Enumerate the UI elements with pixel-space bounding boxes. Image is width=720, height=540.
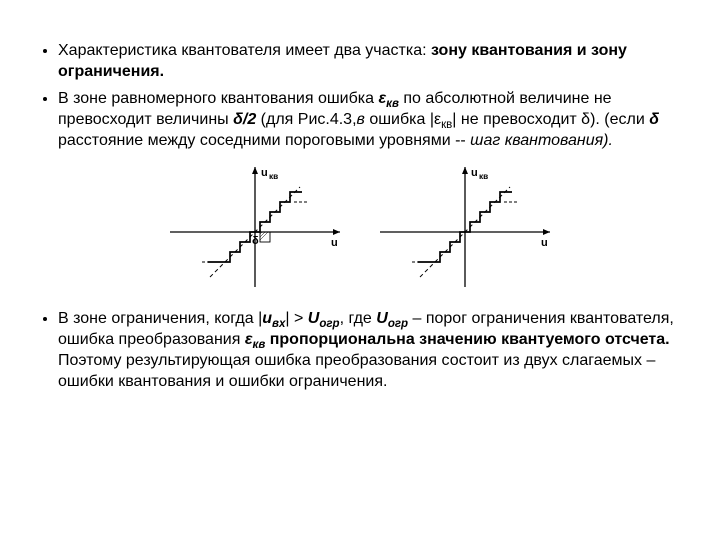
bullet-1: Характеристика квантователя имеет два уч… [58, 40, 690, 82]
text: (для Рис.4.3, [256, 111, 356, 128]
text: , где [340, 310, 377, 327]
svg-text:кв: кв [479, 172, 488, 181]
svg-text:u: u [331, 237, 338, 249]
svg-text:δ: δ [252, 235, 259, 247]
U-ogr-sub: огр [319, 318, 339, 330]
bullet-list-2: В зоне ограничения, когда |uвх| > Uогр, … [30, 308, 690, 392]
bullet-2: В зоне равномерного квантования ошибка ε… [58, 88, 690, 151]
epsilon-sub: кв [386, 98, 399, 110]
U-ogr2-sub: огр [388, 318, 408, 330]
u-in: u [262, 310, 272, 327]
delta-bold: δ [649, 111, 659, 128]
svg-text:u: u [541, 237, 548, 249]
U-ogr2: U [376, 310, 388, 327]
svg-text:кв: кв [269, 172, 278, 181]
svg-text:u: u [261, 167, 268, 179]
figure-row: uквuδ uквu [30, 162, 690, 292]
step-term: шаг квантования). [470, 132, 613, 149]
text: Поэтому результирующая ошибка преобразов… [58, 352, 655, 390]
text: | не превосходит δ). (если [452, 111, 649, 128]
epsilon-sub: кв [441, 120, 452, 132]
text: | > [285, 310, 307, 327]
text: расстояние между соседними пороговыми ур… [58, 132, 470, 149]
bullet-3: В зоне ограничения, когда |uвх| > Uогр, … [58, 308, 690, 392]
U-ogr: U [308, 310, 320, 327]
slide-content: Характеристика квантователя имеет два уч… [0, 0, 720, 418]
delta-half: δ/2 [233, 111, 256, 128]
text: В зоне ограничения, когда | [58, 310, 262, 327]
fig-ref: в [357, 111, 365, 128]
bullet-list: Характеристика квантователя имеет два уч… [30, 40, 690, 152]
u-in-sub: вх [272, 318, 285, 330]
text: ошибка |ε [365, 111, 441, 128]
epsilon: ε [378, 90, 386, 107]
eps-kv-sub: кв [252, 339, 265, 351]
quantizer-figure-right: uквu [375, 162, 555, 292]
text: В зоне равномерного квантования ошибка [58, 90, 378, 107]
bold-tail: пропорциональна значению квантуемого отс… [265, 331, 669, 348]
text: Характеристика квантователя имеет два уч… [58, 42, 431, 59]
svg-text:u: u [471, 167, 478, 179]
quantizer-figure-left: uквuδ [165, 162, 345, 292]
